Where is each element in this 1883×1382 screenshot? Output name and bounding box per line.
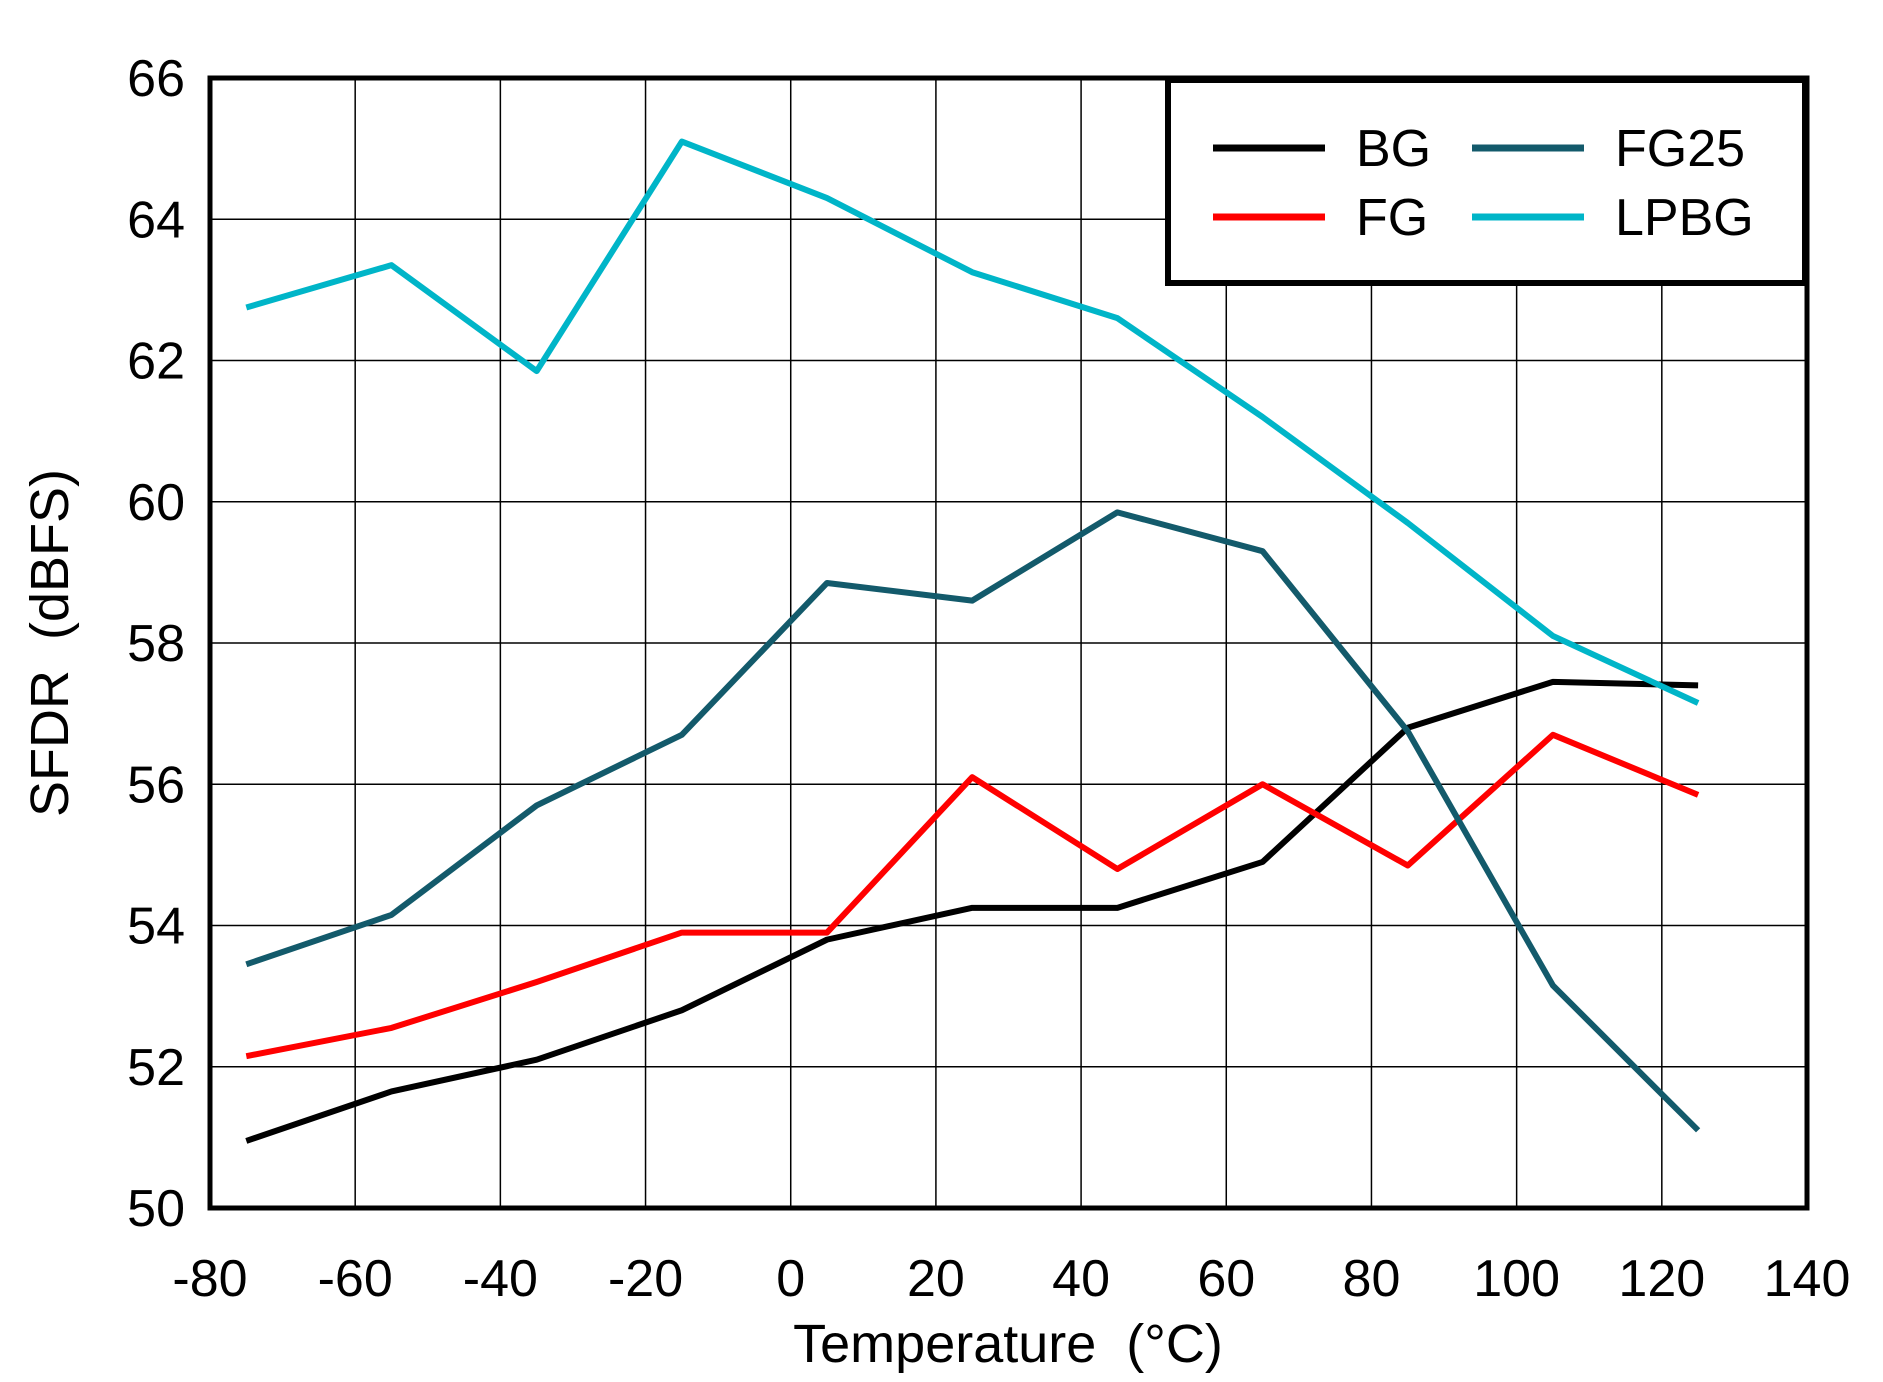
y-tick-label: 50: [127, 1180, 185, 1238]
x-tick-label: 40: [1052, 1250, 1110, 1308]
plot-frame: [207, 75, 1810, 1211]
y-tick-label: 64: [127, 191, 185, 249]
y-tick-label: 54: [127, 898, 185, 956]
y-tick-label: 66: [127, 50, 185, 108]
legend: BG FG FG25 LPBG: [1165, 77, 1808, 286]
series-line-bg: [245, 678, 1699, 1144]
series-lines: [245, 138, 1701, 1144]
x-tick-labels: -80 -60 -40 -20 0 20 40 60 80 100 120 140: [172, 1250, 1850, 1308]
y-tick-label: 58: [127, 615, 185, 673]
x-tick-label: 0: [776, 1250, 805, 1308]
y-tick-label: 62: [127, 333, 185, 391]
legend-box: [1165, 77, 1808, 286]
legend-label-bg: BG: [1356, 120, 1431, 178]
y-tick-label: 60: [127, 474, 185, 532]
y-tick-labels: 50 52 54 56 58 60 62 64 66: [127, 50, 185, 1238]
x-tick-label: 20: [907, 1250, 965, 1308]
x-tick-label: 120: [1618, 1250, 1705, 1308]
x-tick-label: -80: [172, 1250, 247, 1308]
legend-label-fg25: FG25: [1615, 120, 1745, 178]
series-line-fg: [245, 731, 1700, 1060]
x-tick-label: 140: [1764, 1250, 1851, 1308]
y-tick-label: 52: [127, 1039, 185, 1097]
x-tick-label: 80: [1343, 1250, 1401, 1308]
x-tick-label: -20: [608, 1250, 683, 1308]
x-axis-label: Temperature (°C): [793, 1314, 1223, 1374]
y-tick-label: 56: [127, 756, 185, 814]
x-tick-label: 100: [1473, 1250, 1560, 1308]
x-tick-label: -40: [463, 1250, 538, 1308]
series-line-fg25: [245, 509, 1701, 1133]
x-tick-label: 60: [1197, 1250, 1255, 1308]
legend-label-fg: FG: [1356, 189, 1428, 247]
y-axis-label: SFDR (dBFS): [20, 469, 80, 817]
legend-label-lpbg: LPBG: [1615, 189, 1754, 247]
x-tick-label: -60: [318, 1250, 393, 1308]
